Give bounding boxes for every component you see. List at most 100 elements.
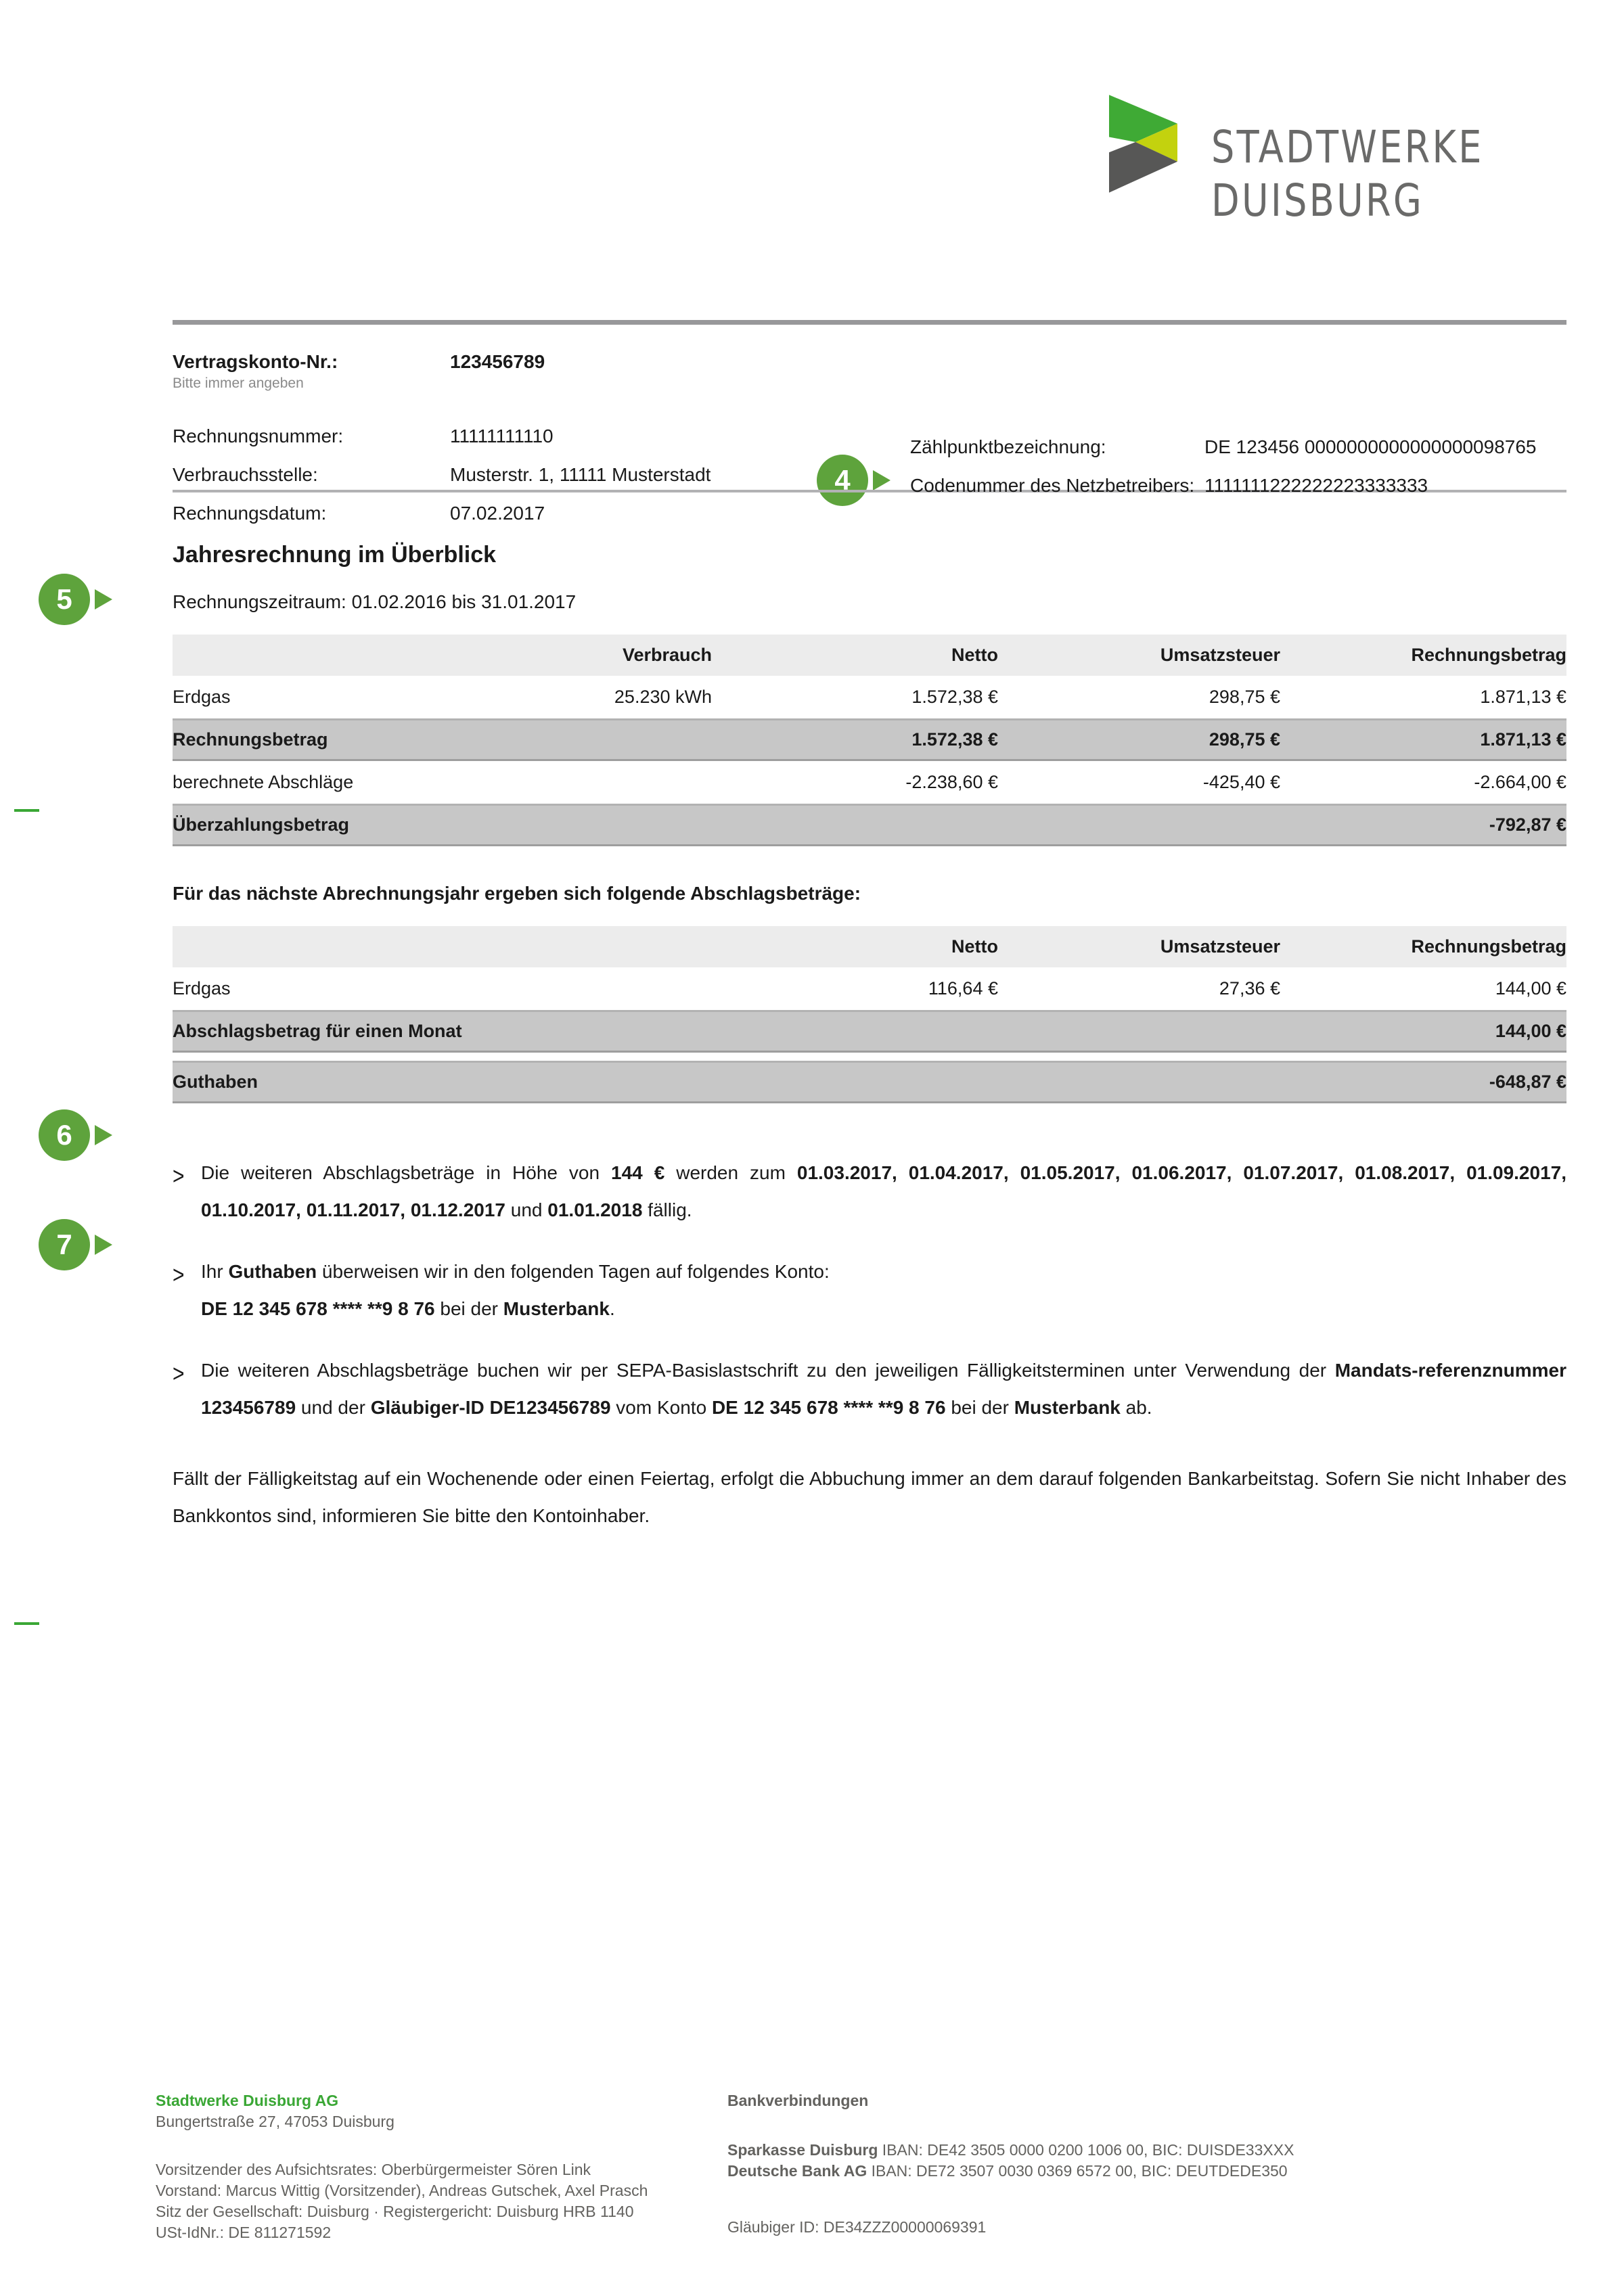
cell-netto: -2.238,60 € [905, 772, 998, 792]
annual-overview-table: Verbrauch Netto Umsatzsteuer Rechnungsbe… [173, 635, 1566, 846]
header-netto: Netto [712, 926, 998, 967]
cell-rechnungsbetrag: 144,00 € [1495, 978, 1566, 998]
marker-4-circle: 4 [817, 455, 868, 506]
footer-executive-board: Vorstand: Marcus Wittig (Vorsitzender), … [156, 2182, 648, 2199]
header-verbrauch: Verbrauch [443, 635, 712, 676]
rechnungsnummer-value: 11111111110 [450, 426, 554, 446]
footer-bank-block: Bankverbindungen Sparkasse Duisburg IBAN… [727, 2090, 1294, 2238]
footer-company-address: Bungertstraße 27, 47053 Duisburg [156, 2113, 394, 2130]
zaehlpunkt-value: DE 123456 0000000000000000098765 [1204, 436, 1537, 457]
cell-rechnungsbetrag: 144,00 € [1280, 1010, 1566, 1053]
codenummer-label: Codenummer des Netzbetreibers: [910, 475, 1195, 496]
table-row: berechnete Abschläge -2.238,60 € -425,40… [173, 761, 1566, 804]
contract-account-row: Vertragskonto-Nr.: 123456789 [173, 350, 1566, 373]
next-year-intro: Für das nächste Abrechnungsjahr ergeben … [173, 883, 861, 904]
footer-company-name: Stadtwerke Duisburg AG [156, 2092, 339, 2109]
cell-verbrauch [443, 718, 712, 761]
divider [173, 320, 1566, 325]
monthly-installment-row: Abschlagsbetrag für einen Monat 144,00 € [173, 1010, 1566, 1053]
installments-due-paragraph: > Die weiteren Abschlagsbeträge in Höhe … [173, 1154, 1566, 1229]
installments-table: Netto Umsatzsteuer Rechnungsbetrag Erdga… [173, 926, 1566, 1103]
cell-rechnungsbetrag: -792,87 € [1280, 804, 1566, 846]
cell-netto [712, 1010, 998, 1053]
cell-umsatzsteuer [998, 1061, 1280, 1103]
logo-triangles-icon [1109, 95, 1177, 193]
header-netto: Netto [712, 635, 998, 676]
header-umsatzsteuer: Umsatzsteuer [998, 926, 1280, 967]
paragraph-text: Die weiteren Abschlagsbeträge buchen wir… [201, 1360, 1566, 1418]
invoice-date-row: Rechnungsdatum: 07.02.2017 [173, 494, 1566, 532]
logo-line2: DUISBURG [1211, 175, 1424, 227]
row-label: Erdgas [173, 978, 231, 998]
footer-company-block: Stadtwerke Duisburg AG Bungertstraße 27,… [156, 2090, 648, 2243]
logo-line1: STADTWERKE [1211, 121, 1484, 173]
cell-netto [712, 1061, 998, 1103]
consumption-site-row: Verbrauchsstelle: Musterstr. 1, 11111 Mu… [173, 455, 1566, 494]
terms-paragraphs: > Die weiteren Abschlagsbeträge in Höhe … [173, 1154, 1566, 1534]
vertragskonto-value: 123456789 [450, 351, 545, 372]
footer-supervisory-board: Vorsitzender des Aufsichtsrates: Oberbür… [156, 2161, 591, 2178]
contract-info-block: Vertragskonto-Nr.: 123456789 Bitte immer… [173, 325, 1566, 524]
marker-7-circle: 7 [39, 1219, 90, 1270]
paragraph-text: Fällt der Fälligkeitstag auf ein Wochene… [173, 1468, 1566, 1526]
footer-creditor-id: Gläubiger ID: DE34ZZZ00000069391 [727, 2218, 987, 2236]
chevron-bullet-icon: > [173, 1360, 185, 1387]
fold-mark [14, 1622, 39, 1625]
fold-mark [14, 809, 39, 812]
cell-umsatzsteuer: 27,36 € [1219, 978, 1280, 998]
marker-4: 4 [817, 455, 890, 506]
billing-period: Rechnungszeitraum: 01.02.2016 bis 31.01.… [173, 591, 577, 612]
header-rechnungsbetrag: Rechnungsbetrag [1280, 926, 1566, 967]
cell-rechnungsbetrag: -2.664,00 € [1474, 772, 1566, 792]
vertragskonto-note: Bitte immer angeben [173, 375, 304, 391]
marker-arrow-icon [95, 1235, 112, 1255]
verbrauchsstelle-value: Musterstr. 1, 11111 Musterstadt [450, 464, 711, 485]
rechnungsdatum-value: 07.02.2017 [450, 503, 545, 524]
vertragskonto-label: Vertragskonto-Nr.: [173, 351, 338, 372]
marker-arrow-icon [873, 470, 890, 490]
marker-5: 5 [39, 574, 112, 625]
cell-netto: 116,64 € [928, 978, 998, 998]
row-label: Rechnungsbetrag [173, 718, 443, 761]
cell-umsatzsteuer [998, 1010, 1280, 1053]
footer-bank-heading: Bankverbindungen [727, 2092, 869, 2109]
footer-vat-id: USt-IdNr.: DE 811271592 [156, 2224, 332, 2241]
table-header-row: Netto Umsatzsteuer Rechnungsbetrag [173, 926, 1566, 967]
divider [173, 490, 1566, 492]
chevron-bullet-icon: > [173, 1163, 185, 1190]
cell-verbrauch [443, 761, 712, 804]
marker-arrow-icon [95, 1125, 112, 1145]
cell-netto: 1.572,38 € [911, 687, 998, 707]
meter-info-block: Zählpunktbezeichnung: DE 123456 00000000… [910, 428, 1536, 505]
row-label: Überzahlungsbetrag [173, 804, 443, 846]
cell-netto: 1.572,38 € [712, 718, 998, 761]
row-label: Abschlagsbetrag für einen Monat [173, 1010, 712, 1053]
cell-umsatzsteuer: -425,40 € [1202, 772, 1280, 792]
cell-verbrauch [443, 804, 712, 846]
cell-rechnungsbetrag: 1.871,13 € [1480, 687, 1566, 707]
table-header-row: Verbrauch Netto Umsatzsteuer Rechnungsbe… [173, 635, 1566, 676]
cell-netto [712, 804, 998, 846]
table-total-row: Überzahlungsbetrag -792,87 € [173, 804, 1566, 846]
header-rechnungsbetrag: Rechnungsbetrag [1280, 635, 1566, 676]
invoice-number-row: Rechnungsnummer: 11111111110 [173, 417, 1566, 455]
rechnungsnummer-label: Rechnungsnummer: [173, 426, 344, 446]
page-title: Jahresrechnung im Überblick [173, 542, 497, 568]
row-label: Guthaben [173, 1061, 712, 1103]
credit-row: Guthaben -648,87 € [173, 1061, 1566, 1103]
footer-bank-sparkasse: Sparkasse Duisburg IBAN: DE42 3505 0000 … [727, 2141, 1294, 2159]
zaehlpunkt-label: Zählpunktbezeichnung: [910, 436, 1106, 457]
chevron-bullet-icon: > [173, 1262, 185, 1289]
table-total-row: Rechnungsbetrag 1.572,38 € 298,75 € 1.87… [173, 718, 1566, 761]
due-date-note-paragraph: Fällt der Fälligkeitstag auf ein Wochene… [173, 1460, 1566, 1534]
paragraph-text: Die weiteren Abschlagsbeträge in Höhe vo… [201, 1162, 1566, 1220]
marker-6-circle: 6 [39, 1109, 90, 1161]
cell-umsatzsteuer [998, 804, 1280, 846]
row-spacer [173, 1053, 1566, 1061]
table-row: Erdgas 116,64 € 27,36 € 144,00 € [173, 967, 1566, 1010]
verbrauchsstelle-label: Verbrauchsstelle: [173, 464, 318, 485]
marker-6: 6 [39, 1109, 112, 1161]
grid-operator-code-row: Codenummer des Netzbetreibers: 111111122… [910, 466, 1536, 505]
credit-transfer-paragraph: > Ihr Guthaben überweisen wir in den fol… [173, 1253, 1566, 1327]
